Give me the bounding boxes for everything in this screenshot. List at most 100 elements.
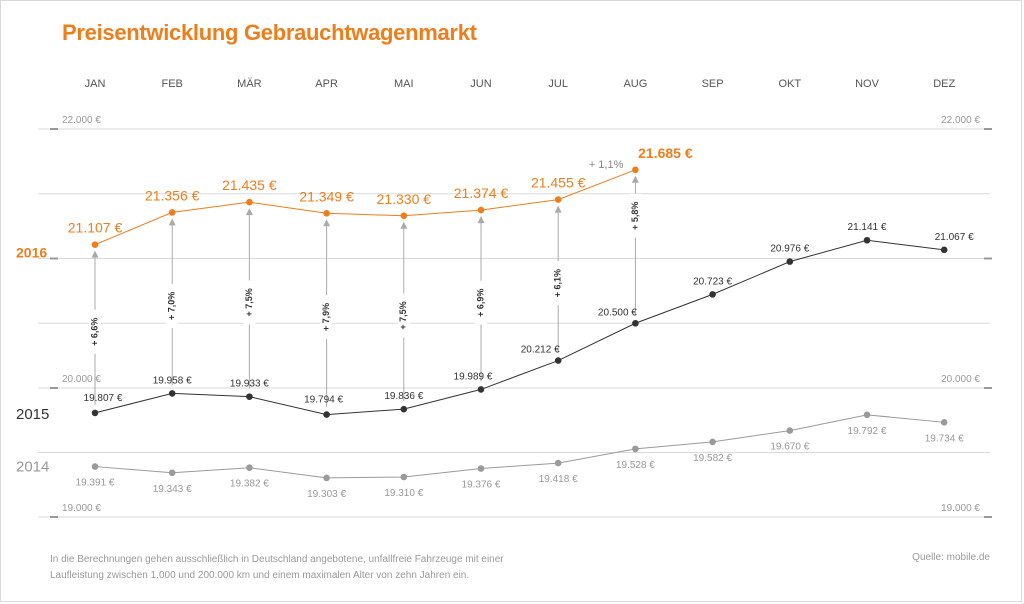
month-label: OKT [778, 78, 801, 90]
value-label-2014: 19.734 € [925, 433, 964, 444]
y-tick-label-left: 22.000 € [62, 115, 101, 126]
month-label: DEZ [933, 78, 955, 90]
value-label-2014: 19.310 € [384, 488, 423, 499]
month-label: FEB [161, 78, 182, 90]
value-label-2015: 20.212 € [521, 345, 560, 356]
yoy-label-backdrop [320, 294, 333, 339]
legend-2014: 2014 [16, 459, 49, 476]
yoy-label-backdrop [166, 283, 179, 328]
data-point-2015 [863, 236, 871, 244]
data-point-2015 [477, 386, 485, 393]
data-point-2014 [400, 473, 408, 481]
value-label-2014: 19.792 € [848, 426, 887, 437]
data-point-2015 [786, 258, 794, 265]
value-label-2014: 19.343 € [153, 484, 192, 495]
series-line-2015 [94, 239, 945, 416]
value-label-2016: 21.107 € [68, 220, 123, 236]
yoy-arrow-head [631, 175, 639, 183]
value-labels: 21.107 € 21.356 € 21.435 € 21.349 € 21.330 €… [68, 145, 974, 500]
chart-title: Preisentwicklung Gebrauchtwagenmarkt [62, 20, 477, 45]
value-label-2016: 21.349 € [299, 188, 354, 204]
data-point-2014 [477, 465, 485, 472]
value-label-2016: 21.356 € [145, 187, 200, 203]
value-label-2014: 19.418 € [539, 474, 578, 485]
month-label: MAI [394, 78, 414, 90]
yoy-change-label: + 7,0% [167, 292, 177, 320]
value-label-2015: 19.958 € [153, 375, 192, 386]
methodology-footnote: In die Berechnungen gehen ausschließlich… [50, 554, 504, 581]
data-point-2014 [940, 419, 948, 426]
data-point-2015 [246, 393, 253, 400]
data-point-2016 [323, 210, 330, 217]
month-label: MÄR [237, 78, 262, 90]
y-tick-label-left: 19.000 € [62, 503, 101, 514]
yoy-label-backdrop [89, 309, 101, 354]
value-label-2015: 19.807 € [84, 393, 123, 404]
series-legend: 2016 2015 2014 [16, 245, 49, 476]
value-label-2015: 20.723 € [693, 276, 732, 287]
yoy-arrow-head [91, 250, 99, 258]
data-point-2016 [168, 209, 176, 216]
value-label-2015: 21.067 € [935, 232, 974, 243]
value-label-2015: 20.500 € [598, 307, 637, 318]
month-label: SEP [702, 78, 724, 90]
value-label-2014: 19.582 € [693, 453, 732, 464]
value-label-2015: 19.794 € [304, 395, 343, 406]
data-point-2015 [168, 390, 176, 397]
data-point-2014 [168, 469, 176, 477]
legend-2016: 2016 [16, 245, 47, 261]
month-label: NOV [855, 78, 880, 90]
yoy-label-backdrop [629, 193, 642, 238]
series-line-2014 [94, 414, 945, 479]
value-label-2015: 19.989 € [454, 371, 493, 382]
data-point-2016 [246, 198, 253, 206]
data-point-2014 [786, 427, 794, 434]
data-point-2014 [709, 438, 716, 446]
value-label-2014: 19.303 € [307, 489, 346, 500]
data-point-2015 [940, 246, 948, 254]
gridlines [38, 128, 992, 518]
data-point-2014 [323, 474, 330, 482]
yoy-arrows: + 6,6% + 7,0% + 7,5% + 7,9% + 7,5% + 6,9% + 6,… [89, 175, 642, 407]
series-points [91, 166, 948, 482]
value-label-2015: 19.836 € [384, 391, 423, 402]
value-label-2015: 21.141 € [848, 222, 887, 233]
month-label: APR [315, 78, 338, 90]
month-label: AUG [623, 78, 647, 90]
yoy-label-backdrop [552, 261, 565, 306]
source-credit: Quelle: mobile.de [912, 552, 990, 563]
yoy-arrow-head [168, 218, 176, 226]
data-point-2014 [246, 464, 253, 472]
month-label: JAN [85, 78, 106, 90]
yoy-change-label: + 6,9% [475, 289, 485, 317]
value-label-2015: 19.933 € [230, 379, 269, 390]
value-label-2016: 21.374 € [454, 185, 509, 201]
yoy-arrow-head [245, 208, 253, 216]
series-line-2016 [94, 169, 636, 246]
data-point-2015 [91, 409, 99, 417]
value-label-2014: 19.670 € [770, 442, 809, 453]
value-label-2016: 21.330 € [377, 191, 432, 207]
yoy-label-backdrop [397, 293, 410, 338]
yoy-arrow-head [554, 205, 562, 213]
data-point-2016 [632, 166, 639, 174]
data-point-2014 [632, 445, 639, 453]
data-point-2014 [91, 463, 99, 470]
yoy-change-label: + 7,5% [244, 288, 254, 316]
y-tick-label-right: 22.000 € [941, 115, 980, 126]
legend-2015: 2015 [16, 406, 49, 423]
value-label-2016: 21.435 € [222, 177, 277, 193]
y-tick-label-right: 20.000 € [941, 374, 980, 385]
series-lines [94, 169, 945, 479]
y-tick-label-right: 19.000 € [941, 503, 980, 514]
value-label-2016: 21.685 € [638, 145, 693, 161]
month-axis: JAN FEB MÄR APR MAI JUN JUL AUG SEP OKT NOV DEZ [85, 78, 956, 90]
yoy-label-backdrop [243, 280, 256, 325]
month-label: JUL [548, 78, 568, 90]
yoy-change-label: + 6,6% [89, 318, 99, 346]
data-point-2016 [554, 196, 562, 203]
yoy-change-label: + 5,8% [630, 202, 640, 230]
mom-change-label: + 1,1% [589, 159, 624, 171]
